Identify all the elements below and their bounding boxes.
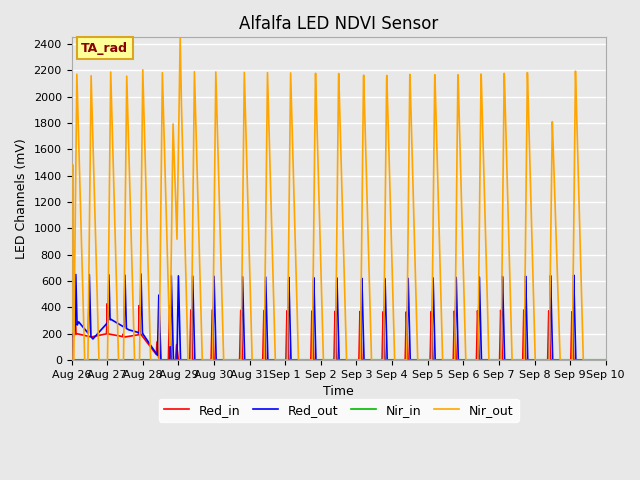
Red_in [296, 357, 303, 363]
Red_in [103, 301, 111, 307]
Nir_in [273, 357, 280, 363]
Red_in [534, 357, 541, 363]
Red_out [296, 357, 303, 363]
Nir_out [129, 287, 136, 292]
Red_in [591, 357, 599, 363]
Red_out [137, 271, 145, 277]
Nir_out [592, 357, 600, 363]
Nir_in [591, 357, 599, 363]
Nir_out [70, 357, 77, 363]
Nir_in [602, 357, 609, 363]
Text: TA_rad: TA_rad [81, 42, 128, 55]
Nir_out [296, 357, 304, 363]
Red_in [129, 333, 136, 338]
Title: Alfalfa LED NDVI Sensor: Alfalfa LED NDVI Sensor [239, 15, 438, 33]
Red_in [602, 357, 609, 363]
Nir_in [160, 357, 168, 363]
Red_out [161, 357, 168, 363]
Red_out [534, 357, 541, 363]
Line: Red_in: Red_in [72, 304, 605, 360]
Nir_out [534, 357, 542, 363]
X-axis label: Time: Time [323, 385, 354, 398]
Red_in [161, 357, 168, 363]
Nir_in [296, 357, 303, 363]
Nir_out [273, 357, 280, 363]
Red_in [273, 357, 280, 363]
Legend: Red_in, Red_out, Nir_in, Nir_out: Red_in, Red_out, Nir_in, Nir_out [159, 398, 518, 421]
Red_out [68, 357, 76, 363]
Nir_out [177, 35, 184, 40]
Red_out [602, 357, 609, 363]
Nir_out [68, 162, 76, 168]
Y-axis label: LED Channels (mV): LED Channels (mV) [15, 138, 28, 259]
Red_out [273, 357, 280, 363]
Nir_in [534, 357, 541, 363]
Line: Red_out: Red_out [72, 274, 605, 360]
Nir_out [602, 357, 609, 363]
Line: Nir_out: Nir_out [72, 37, 605, 360]
Nir_in [68, 357, 76, 363]
Red_in [68, 357, 76, 363]
Red_out [129, 328, 136, 334]
Nir_in [129, 357, 136, 363]
Red_out [591, 357, 599, 363]
Nir_out [161, 142, 168, 148]
